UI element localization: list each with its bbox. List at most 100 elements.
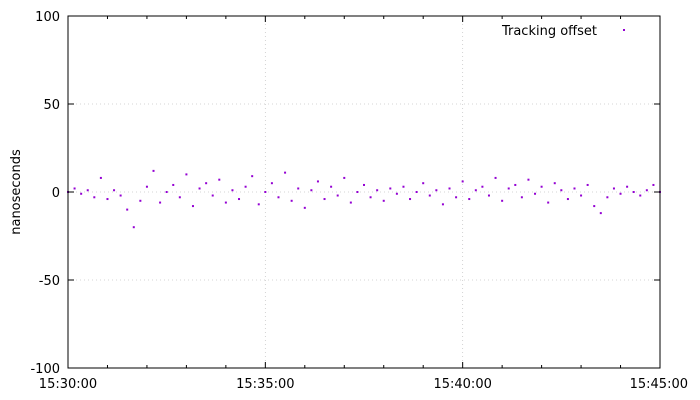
data-point: [218, 178, 221, 181]
data-point: [553, 182, 556, 185]
data-point: [231, 189, 234, 192]
grid: [68, 16, 660, 368]
data-point: [468, 198, 471, 201]
data-point: [415, 191, 418, 193]
data-point: [316, 180, 319, 183]
data-point: [520, 196, 523, 199]
data-point: [363, 183, 365, 186]
data-point: [80, 192, 83, 195]
x-tick-label: 15:45:00: [630, 377, 688, 392]
data-point: [645, 189, 648, 192]
data-point: [343, 176, 346, 179]
x-tick-label: 15:40:00: [433, 377, 491, 392]
data-point: [580, 194, 583, 197]
data-point: [389, 187, 392, 190]
data-point: [264, 191, 267, 193]
data-point: [435, 189, 438, 192]
data-point: [198, 187, 201, 190]
data-point: [238, 198, 241, 201]
data-point: [297, 187, 300, 190]
y-tick-label: -50: [39, 274, 60, 289]
data-point: [441, 203, 444, 206]
data-point: [540, 185, 543, 188]
data-point: [395, 192, 398, 195]
data-point: [277, 196, 280, 199]
legend-marker: [623, 29, 625, 31]
data-point: [93, 196, 96, 199]
data-point: [159, 201, 162, 204]
data-point: [185, 173, 188, 176]
data-point: [369, 196, 372, 199]
data-point: [487, 194, 490, 197]
legend-label: Tracking offset: [501, 24, 597, 39]
x-tick-label: 15:35:00: [236, 377, 294, 392]
y-tick-label: -100: [30, 362, 60, 377]
data-point: [356, 191, 359, 193]
y-tick-label: 50: [43, 98, 60, 113]
data-point: [270, 182, 273, 185]
data-point: [461, 180, 464, 183]
data-point: [619, 192, 622, 195]
data-point: [626, 185, 629, 188]
data-point: [126, 208, 129, 211]
data-points: [67, 169, 661, 229]
data-point: [224, 201, 227, 204]
data-point: [501, 199, 504, 202]
y-tick-labels: 100 50 0 -50 -100: [30, 10, 60, 377]
data-point: [566, 198, 569, 201]
data-point: [178, 196, 181, 199]
data-point: [244, 185, 247, 188]
data-point: [422, 182, 425, 185]
data-point: [113, 189, 116, 192]
data-point: [211, 194, 214, 197]
y-tick-label: 100: [35, 10, 60, 25]
data-point: [481, 185, 484, 188]
data-point: [455, 196, 458, 199]
data-point: [560, 189, 563, 192]
data-point: [99, 176, 102, 179]
data-point: [330, 185, 333, 188]
data-point: [448, 187, 451, 190]
data-point: [534, 192, 537, 195]
data-point: [73, 187, 76, 190]
data-point: [527, 178, 530, 181]
data-point: [106, 198, 109, 201]
data-point: [632, 191, 635, 193]
data-point: [428, 194, 431, 197]
data-point: [310, 189, 313, 192]
data-point: [409, 198, 412, 201]
data-point: [172, 183, 175, 186]
data-point: [132, 226, 135, 229]
data-point: [652, 183, 655, 186]
legend: Tracking offset: [501, 24, 625, 39]
data-point: [139, 199, 142, 202]
data-point: [152, 169, 155, 172]
data-point: [547, 201, 550, 204]
data-point: [382, 199, 385, 202]
data-point: [303, 206, 306, 209]
x-tick-labels: 15:30:00 15:35:00 15:40:00 15:45:00: [39, 377, 688, 392]
data-point: [251, 175, 254, 178]
data-point: [612, 187, 615, 190]
data-point: [145, 185, 148, 188]
data-point: [376, 189, 379, 192]
data-point: [586, 183, 589, 186]
data-point: [349, 201, 352, 204]
data-point: [402, 185, 405, 188]
data-point: [257, 203, 260, 206]
data-point: [323, 198, 326, 201]
data-point: [119, 194, 122, 197]
y-axis-label: nanoseconds: [9, 149, 24, 235]
data-point: [507, 187, 510, 190]
data-point: [593, 205, 596, 208]
y-tick-label: 0: [52, 186, 60, 201]
data-point: [205, 182, 208, 185]
x-tick-label: 15:30:00: [39, 377, 97, 392]
ticks: [67, 15, 661, 369]
data-point: [599, 212, 602, 215]
data-point: [514, 183, 517, 186]
data-point: [336, 194, 339, 197]
data-point: [284, 171, 287, 174]
data-point: [474, 189, 477, 192]
